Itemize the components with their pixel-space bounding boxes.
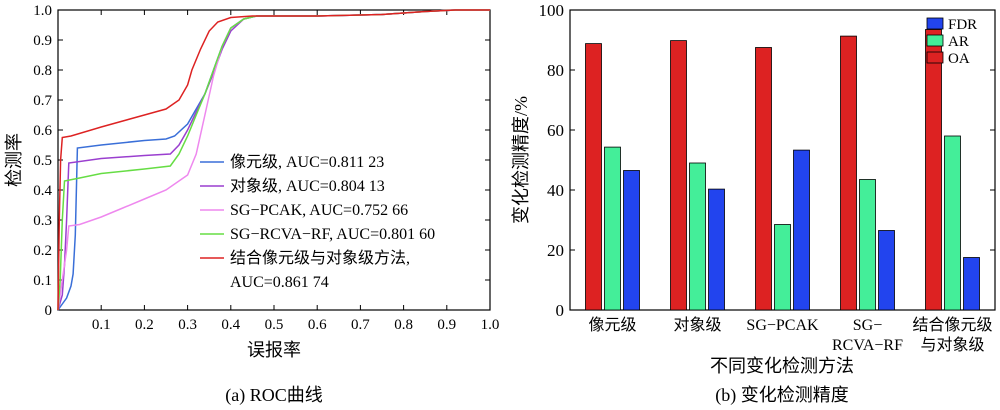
roc-x-tick-label: 1.0 xyxy=(481,317,500,333)
roc-x-tick-label: 0.4 xyxy=(221,317,240,333)
roc-caption: (a) ROC曲线 xyxy=(225,385,323,406)
bar-x-tick-label: SG− xyxy=(853,317,882,334)
roc-x-tick-label: 0.6 xyxy=(308,317,327,333)
bar-x-tick-label: 像元级 xyxy=(588,316,636,334)
bar-ar xyxy=(689,162,706,311)
bar-ar xyxy=(774,224,791,311)
bar-legend-swatch xyxy=(926,51,944,64)
roc-y-axis-label: 检测率 xyxy=(4,133,24,187)
bar-x-tick-label: 对象级 xyxy=(673,316,721,334)
roc-x-ticks: 0.1 0.2 0.3 0.4 0.5 0.6 0.7 0.8 0.9 1.0 xyxy=(92,10,500,333)
bar-y-tick-label: 80 xyxy=(547,61,564,80)
roc-y-tick-label: 0.4 xyxy=(33,183,52,199)
roc-y-tick-label: 0.8 xyxy=(33,63,52,79)
bar-y-tick-label: 100 xyxy=(539,1,565,20)
bar-x-ticks: 像元级 对象级 SG−PCAK SG− RCVA−RF 结合像元级与对象级 xyxy=(588,316,992,354)
bar-legend-label: FDR xyxy=(948,17,977,33)
bar-oa xyxy=(585,43,602,311)
roc-y-tick-label: 0.1 xyxy=(33,273,52,289)
roc-x-tick-label: 0.2 xyxy=(135,317,154,333)
bar-legend-label: OA xyxy=(948,51,970,67)
bar-y-axis-label: 变化检测精度/% xyxy=(511,96,531,224)
bar-ar xyxy=(859,179,876,311)
roc-y-tick-label: 1.0 xyxy=(33,3,52,19)
roc-x-tick-label: 0.9 xyxy=(437,317,456,333)
roc-legend: 像元级, AUC=0.811 23 对象级, AUC=0.804 13 SG−PCA… xyxy=(200,153,435,291)
roc-y-tick-label: 0.5 xyxy=(33,153,52,169)
bar-fdr xyxy=(708,188,725,311)
bar-x-axis-label: 不同变化检测方法 xyxy=(710,356,854,376)
roc-y-tick-label: 0.9 xyxy=(33,33,52,49)
bar-legend-swatch xyxy=(926,34,944,47)
bar-y-tick-label: 40 xyxy=(547,181,564,200)
bar-x-tick-label: SG−PCAK xyxy=(746,317,819,334)
roc-series-lines xyxy=(57,9,490,311)
bar-fdr xyxy=(878,230,895,311)
bar-caption: (b) 变化检测精度 xyxy=(715,385,849,406)
roc-chart: 0.1 0.2 0.3 0.4 0.5 0.6 0.7 0.8 0.9 1.0 00.10.20.… xyxy=(4,3,499,406)
roc-y-tick-label: 0.2 xyxy=(33,243,52,259)
roc-x-tick-label: 0.3 xyxy=(178,317,197,333)
roc-x-axis-label: 误报率 xyxy=(247,340,301,360)
bar-series-bars xyxy=(585,29,980,311)
bar-x-tick-label: 结合像元级 xyxy=(912,316,992,334)
bar-x-tick-label: RCVA−RF xyxy=(832,337,903,354)
bar-y-ticks: 0 20 40 60 80 100 xyxy=(539,1,995,320)
bar-y-tick-label: 60 xyxy=(547,121,564,140)
bar-oa xyxy=(840,35,857,311)
bar-fdr xyxy=(793,149,810,311)
bar-x-tick-label: 与对象级 xyxy=(920,336,984,354)
bar-oa xyxy=(670,40,687,311)
roc-legend-label: SG−RCVA−RF, AUC=0.801 60 xyxy=(230,226,435,243)
roc-legend-label: AUC=0.861 74 xyxy=(230,274,329,291)
bar-fdr xyxy=(963,257,980,311)
bar-ar xyxy=(604,146,621,311)
bar-legend-label: AR xyxy=(948,34,969,50)
roc-y-tick-label: 0.7 xyxy=(33,93,52,109)
roc-x-tick-label: 0.8 xyxy=(394,317,413,333)
bar-oa xyxy=(755,47,772,311)
roc-x-tick-label: 0.5 xyxy=(265,317,284,333)
roc-y-tick-label: 0 xyxy=(45,303,53,319)
accuracy-bar-chart: 0 20 40 60 80 100 像元级 对象级 SG−PCAK SG− RCVA−RF 结合像元… xyxy=(511,1,996,406)
roc-x-tick-label: 0.1 xyxy=(92,317,111,333)
bar-fdr xyxy=(623,170,640,311)
roc-y-tick-label: 0.3 xyxy=(33,213,52,229)
bar-ar xyxy=(944,135,961,311)
bar-legend-swatch xyxy=(926,17,944,30)
roc-legend-label: SG−PCAK, AUC=0.752 66 xyxy=(230,202,408,219)
roc-legend-label: 结合像元级与对象级方法, xyxy=(230,249,410,267)
bar-y-tick-label: 20 xyxy=(547,241,564,260)
roc-y-tick-label: 0.6 xyxy=(33,123,52,139)
roc-series-line xyxy=(57,9,490,311)
bar-y-tick-label: 0 xyxy=(556,301,565,320)
roc-legend-label: 像元级, AUC=0.811 23 xyxy=(230,153,384,171)
bar-oa xyxy=(925,29,942,311)
roc-legend-label: 对象级, AUC=0.804 13 xyxy=(230,177,385,195)
roc-x-tick-label: 0.7 xyxy=(351,317,370,333)
